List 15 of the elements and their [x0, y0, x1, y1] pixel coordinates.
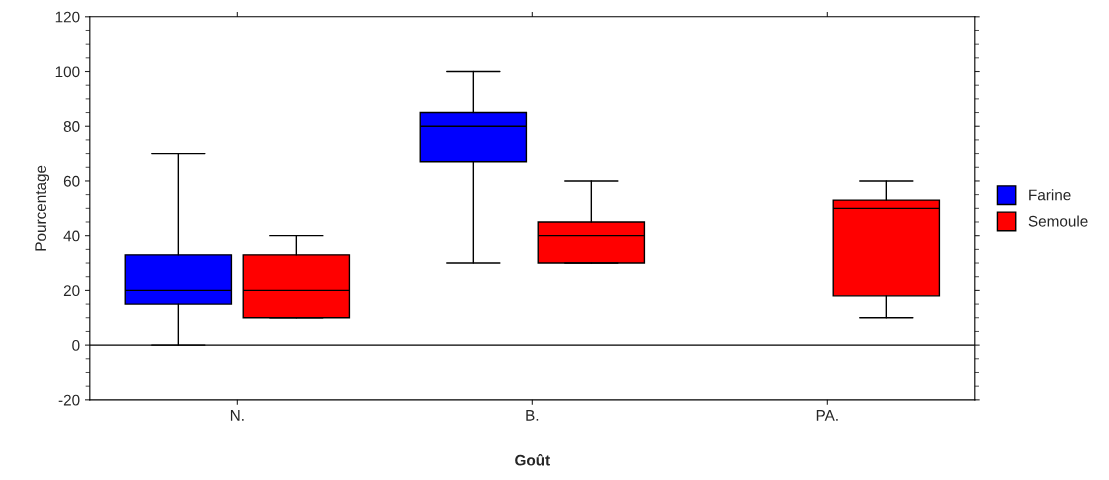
y-tick-label: -20 [58, 394, 80, 406]
y-tick-label: 60 [63, 175, 80, 187]
x-axis-title: Goût [515, 454, 550, 466]
y-tick-label: 0 [72, 339, 80, 351]
y-tick-label: 120 [55, 11, 80, 23]
y-axis-title: Pourcentage [35, 165, 50, 251]
y-tick-label: 80 [63, 121, 80, 132]
x-tick-label: N. [230, 410, 244, 421]
y-tick-label: 20 [63, 285, 80, 297]
x-tick-label: B. [526, 410, 539, 421]
y-tick-label: 100 [55, 66, 80, 78]
x-tick-label: PA. [816, 410, 838, 421]
y-tick-label: 40 [63, 230, 80, 242]
legend-label: Semoule [1028, 215, 1088, 227]
legend-label: Farine [1029, 189, 1071, 201]
